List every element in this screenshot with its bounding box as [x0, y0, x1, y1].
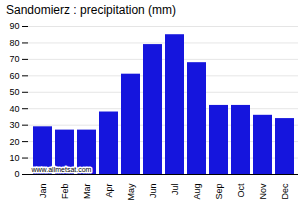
html-text:Sandomierz : precipitation (mm: Sandomierz : precipitation (mm) — [6, 3, 177, 17]
svg-text:40: 40 — [9, 104, 19, 114]
svg-text:20: 20 — [9, 136, 19, 146]
svg-text:0: 0 — [14, 169, 19, 179]
svg-text:Jul: Jul — [170, 184, 180, 196]
svg-text:Jun: Jun — [148, 184, 158, 199]
svg-text:Mar: Mar — [82, 183, 92, 199]
svg-text:www.allmetsat.com: www.allmetsat.com — [31, 166, 92, 173]
svg-text:90: 90 — [9, 21, 19, 31]
svg-text:60: 60 — [9, 71, 19, 81]
svg-text:Dec: Dec — [280, 183, 290, 200]
svg-text:10: 10 — [9, 153, 19, 163]
svg-text:Oct: Oct — [236, 183, 246, 198]
svg-text:Feb: Feb — [60, 184, 70, 200]
svg-text:50: 50 — [9, 87, 19, 97]
svg-text:Apr: Apr — [104, 184, 114, 198]
svg-text:Aug: Aug — [192, 184, 202, 200]
svg-text:80: 80 — [9, 38, 19, 48]
svg-text:Nov: Nov — [258, 183, 268, 200]
svg-text:70: 70 — [9, 54, 19, 64]
svg-text:May: May — [126, 183, 136, 200]
svg-text:Jan: Jan — [38, 184, 48, 199]
svg-text:30: 30 — [9, 120, 19, 130]
svg-text:Sep: Sep — [214, 184, 224, 200]
